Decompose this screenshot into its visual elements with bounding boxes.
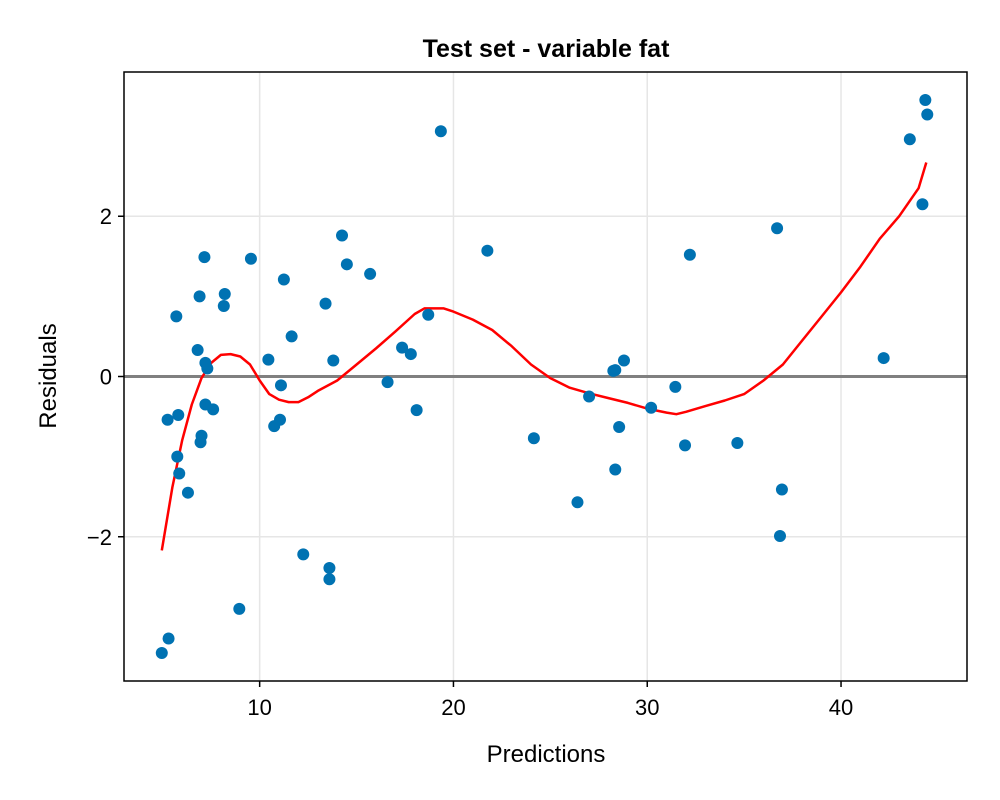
trend-line-layer — [160, 162, 928, 551]
residual-point — [422, 308, 435, 321]
residual-point — [217, 299, 230, 312]
residual-point — [683, 248, 696, 261]
x-tick-label: 30 — [635, 695, 659, 720]
residual-point — [773, 529, 786, 542]
residual-point — [669, 380, 682, 393]
x-axis-ticks: 10 20 30 40 — [247, 681, 853, 720]
residual-point — [161, 413, 174, 426]
residual-point — [198, 251, 211, 264]
residual-point — [364, 267, 377, 280]
residual-point — [731, 437, 744, 450]
residual-point — [571, 496, 584, 509]
residual-point — [191, 344, 204, 357]
residual-point — [171, 450, 184, 463]
residual-point — [613, 420, 626, 433]
residual-point — [285, 330, 298, 343]
residual-point — [172, 408, 185, 421]
residual-point — [319, 297, 332, 310]
residual-point — [396, 341, 409, 354]
residual-point — [274, 413, 287, 426]
residual-point — [771, 222, 784, 235]
y-axis-ticks: −2 0 2 — [87, 204, 124, 550]
residual-point — [609, 364, 622, 377]
residual-point — [162, 632, 175, 645]
residual-point — [877, 352, 890, 365]
residual-point — [919, 94, 932, 107]
residual-point — [679, 439, 692, 452]
residual-point — [609, 463, 622, 476]
x-tick-label: 40 — [829, 695, 853, 720]
residual-point — [583, 390, 596, 403]
residual-point — [323, 562, 336, 575]
residual-point — [155, 646, 168, 659]
residual-point — [617, 354, 630, 367]
residual-point — [207, 403, 220, 416]
residual-point — [181, 486, 194, 499]
x-axis-label: Predictions — [487, 741, 606, 768]
y-tick-label: −2 — [87, 525, 112, 550]
residual-point — [323, 573, 336, 586]
residual-point — [775, 483, 788, 496]
residual-point — [404, 348, 417, 361]
residual-point — [277, 273, 290, 286]
residual-point — [921, 108, 934, 121]
residual-point — [410, 404, 423, 417]
residual-point — [327, 354, 340, 367]
y-tick-label: 0 — [100, 365, 112, 390]
residual-points — [155, 94, 934, 659]
residual-point — [195, 429, 208, 442]
residual-point — [381, 376, 394, 389]
residual-point — [340, 258, 353, 271]
residual-point — [274, 379, 287, 392]
x-tick-label: 20 — [441, 695, 465, 720]
residual-point — [336, 229, 349, 242]
residual-point — [903, 133, 916, 146]
residual-point — [233, 602, 246, 615]
residual-point — [481, 244, 494, 257]
y-axis-label: Residuals — [35, 323, 62, 428]
y-tick-label: 2 — [100, 204, 112, 229]
residual-point — [527, 432, 540, 445]
residual-point — [244, 252, 257, 265]
residual-point — [645, 401, 658, 414]
trend-line — [160, 162, 928, 551]
residual-point — [297, 548, 310, 561]
residual-point — [916, 198, 929, 211]
residual-point — [173, 467, 186, 480]
residual-point — [201, 362, 214, 375]
residual-point — [170, 310, 183, 323]
residual-point — [218, 287, 231, 300]
x-tick-label: 10 — [247, 695, 271, 720]
residual-point — [262, 353, 275, 366]
chart-title: Test set - variable fat — [423, 35, 671, 63]
residual-point — [434, 125, 447, 138]
residual-point — [193, 290, 206, 303]
